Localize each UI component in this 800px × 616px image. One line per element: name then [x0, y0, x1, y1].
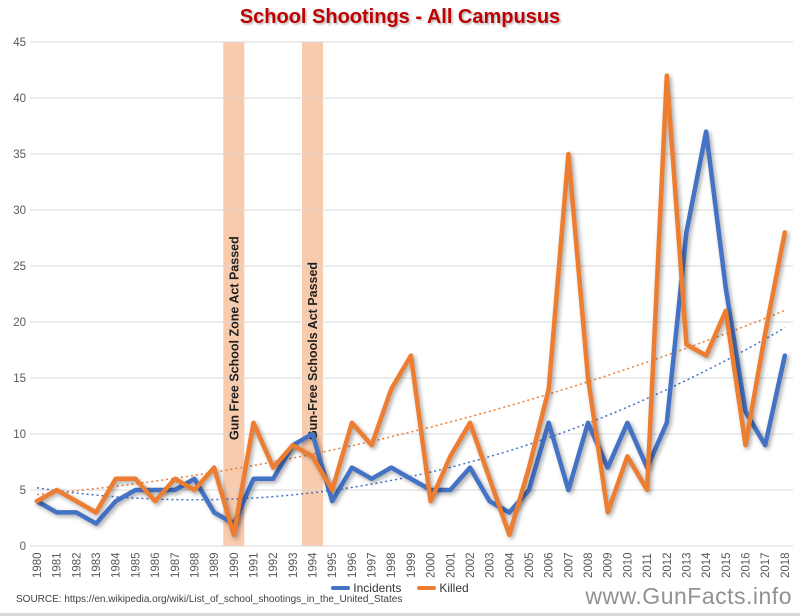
y-tick-label: 25: [13, 261, 26, 273]
x-tick-label-2000: 2000: [426, 552, 438, 578]
legend-label-incidents: Incidents: [353, 581, 402, 595]
y-tick-label: 40: [13, 93, 26, 105]
y-tick-label: 30: [13, 205, 26, 217]
x-tick-label-1981: 1981: [52, 552, 64, 578]
annotation-band-1990: [223, 42, 245, 546]
x-tick-label-1993: 1993: [288, 552, 300, 578]
x-tick-label-1984: 1984: [111, 552, 123, 578]
x-tick-label-2011: 2011: [642, 553, 654, 578]
annotation-band-1994: [302, 42, 324, 546]
x-tick-label-2006: 2006: [544, 552, 556, 578]
x-tick-label-2014: 2014: [701, 552, 713, 578]
x-tick-label-1990: 1990: [229, 552, 241, 578]
x-tick-label-2016: 2016: [740, 552, 752, 578]
y-tick-label: 0: [20, 541, 26, 553]
killed-series-line[interactable]: [34, 73, 788, 538]
x-tick-label-1988: 1988: [189, 552, 201, 578]
x-tick-label-2008: 2008: [583, 552, 595, 578]
x-tick-label-2015: 2015: [721, 552, 733, 578]
x-tick-label-1992: 1992: [268, 552, 280, 578]
x-tick-label-1987: 1987: [170, 552, 182, 578]
annotation-label-2: Gun-Free Schools Act Passed: [306, 262, 320, 440]
y-tick-label: 5: [20, 485, 26, 497]
source-note: SOURCE: https://en.wikipedia.org/wiki/Li…: [16, 594, 403, 605]
y-tick-label: 10: [13, 429, 26, 441]
legend: Incidents Killed: [0, 581, 800, 595]
legend-item-killed[interactable]: Killed: [417, 581, 469, 595]
x-tick-label-1991: 1991: [248, 552, 260, 578]
y-tick-label: 35: [13, 149, 26, 161]
x-tick-label-1997: 1997: [367, 552, 379, 578]
legend-label-killed: Killed: [439, 581, 469, 595]
killed-trendline: [36, 309, 786, 496]
x-tick-label-1989: 1989: [209, 552, 221, 578]
incidents-series-line[interactable]: [34, 129, 788, 526]
x-tick-label-2017: 2017: [760, 552, 772, 578]
x-tick-label-1996: 1996: [347, 552, 359, 578]
bottom-divider: [0, 613, 800, 616]
legend-item-incidents[interactable]: Incidents: [331, 581, 401, 595]
x-tick-label-2004: 2004: [504, 552, 516, 578]
x-tick-label-1999: 1999: [406, 552, 418, 578]
y-tick-label: 20: [13, 317, 26, 329]
y-tick-label: 45: [13, 37, 26, 49]
x-tick-label-2002: 2002: [465, 552, 477, 578]
killed-line-swatch: [417, 585, 437, 591]
x-tick-label-2001: 2001: [445, 552, 457, 578]
x-tick-label-2010: 2010: [622, 552, 634, 578]
x-tick-label-2018: 2018: [780, 552, 792, 578]
x-tick-label-1986: 1986: [150, 552, 162, 578]
y-tick-label: 15: [13, 373, 26, 385]
x-tick-label-2012: 2012: [662, 552, 674, 578]
x-tick-label-1983: 1983: [91, 552, 103, 578]
x-tick-label-2009: 2009: [603, 552, 615, 578]
x-tick-label-1995: 1995: [327, 552, 339, 578]
x-tick-label-1982: 1982: [71, 552, 83, 578]
x-tick-label-1985: 1985: [130, 552, 142, 578]
x-tick-label-1998: 1998: [386, 552, 398, 578]
watermark-link[interactable]: www.GunFacts.info: [585, 583, 792, 609]
x-tick-label-2013: 2013: [681, 552, 693, 578]
x-tick-label-1994: 1994: [308, 552, 320, 578]
annotation-label-1: Gun Free School Zone Act Passed: [227, 236, 241, 440]
incidents-line-swatch: [331, 585, 351, 591]
x-tick-label-2005: 2005: [524, 552, 536, 578]
x-tick-label-1980: 1980: [32, 552, 44, 578]
chart-title: School Shootings - All Campusus: [239, 6, 561, 28]
x-tick-label-2007: 2007: [563, 552, 575, 578]
x-tick-label-2003: 2003: [485, 552, 497, 578]
